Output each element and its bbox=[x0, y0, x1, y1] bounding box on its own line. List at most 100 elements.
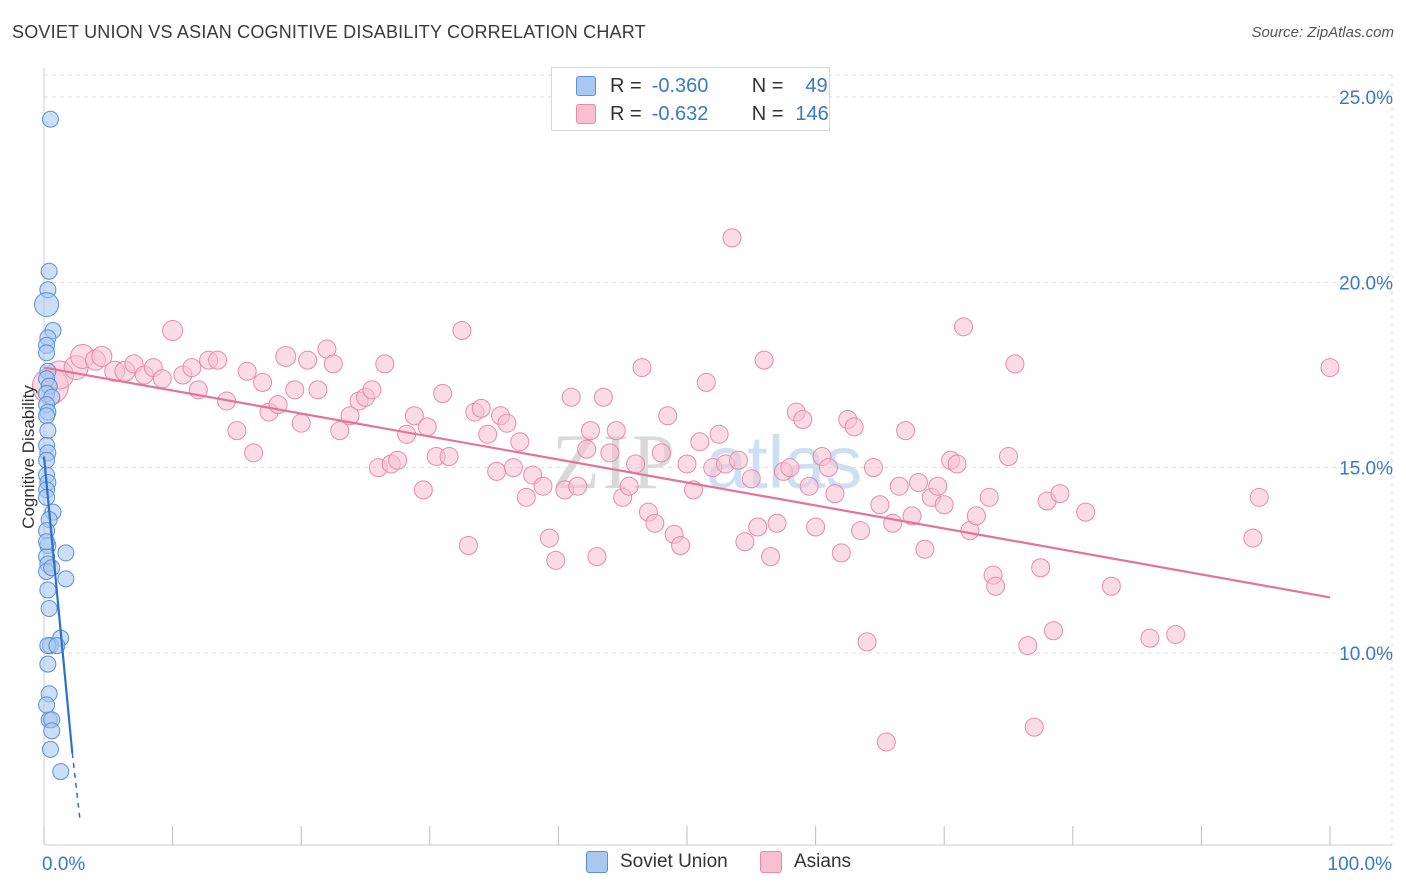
asians-point bbox=[568, 476, 588, 496]
asians-point bbox=[600, 443, 620, 463]
soviet-union-point bbox=[41, 740, 59, 758]
legend-swatch-asians bbox=[576, 104, 596, 124]
asians-point bbox=[722, 228, 742, 248]
chart-title: SOVIET UNION VS ASIAN COGNITIVE DISABILI… bbox=[12, 22, 646, 42]
asians-point bbox=[645, 513, 665, 533]
asians-point bbox=[413, 480, 433, 500]
soviet-union-point bbox=[52, 763, 70, 781]
asians-point bbox=[748, 517, 768, 537]
asians-point bbox=[182, 358, 202, 378]
correlation-legend: R = -0.360 N = 49 R = -0.632 N = 146 bbox=[551, 67, 830, 131]
y-tick-label: 10.0% bbox=[1339, 644, 1393, 665]
asians-point bbox=[91, 345, 113, 367]
legend-row-soviet: R = -0.360 N = 49 bbox=[576, 73, 828, 99]
asians-point bbox=[735, 532, 755, 552]
asians-point bbox=[487, 461, 507, 481]
asians-point bbox=[340, 406, 360, 426]
asians-point bbox=[503, 458, 523, 478]
soviet-union-point bbox=[38, 407, 56, 425]
asians-point bbox=[439, 447, 459, 467]
asians-point bbox=[227, 421, 247, 441]
soviet-union-point bbox=[39, 655, 57, 673]
asians-point bbox=[696, 372, 716, 392]
asians-point bbox=[291, 413, 311, 433]
asians-point bbox=[806, 517, 826, 537]
asians-point bbox=[458, 536, 478, 556]
asians-point bbox=[651, 443, 671, 463]
asians-point bbox=[587, 547, 607, 567]
soviet-union-point bbox=[40, 600, 58, 618]
asians-point bbox=[915, 539, 935, 559]
soviet-union-point bbox=[38, 344, 56, 362]
asians-point bbox=[761, 547, 781, 567]
legend-swatch-soviet bbox=[576, 76, 596, 96]
soviet-union-point bbox=[38, 451, 56, 469]
asians-point bbox=[253, 372, 273, 392]
asians-point bbox=[799, 476, 819, 496]
asians-point bbox=[793, 409, 813, 429]
asians-point bbox=[404, 406, 424, 426]
soviet-union-point bbox=[38, 533, 56, 551]
gridlines bbox=[44, 74, 1393, 845]
asians-point bbox=[889, 476, 909, 496]
asians-point bbox=[767, 513, 787, 533]
asians-point bbox=[452, 321, 472, 341]
asians-point bbox=[516, 487, 536, 507]
asians-point bbox=[851, 521, 871, 541]
asians-point bbox=[433, 384, 453, 404]
asians-point bbox=[999, 447, 1018, 467]
asians-point bbox=[546, 550, 566, 570]
asians-point bbox=[953, 317, 973, 337]
asians-point bbox=[539, 528, 559, 548]
asians-point bbox=[883, 513, 903, 533]
soviet-union-trend-extension bbox=[71, 752, 81, 820]
soviet-union-point bbox=[39, 422, 57, 440]
legend-r-label: R = bbox=[610, 102, 642, 125]
asians-point bbox=[581, 421, 601, 441]
asians-point bbox=[1044, 621, 1064, 641]
asians-point bbox=[690, 432, 710, 452]
asians-point bbox=[825, 484, 845, 504]
asians-series bbox=[31, 228, 1340, 752]
asians-point bbox=[754, 350, 774, 370]
soviet-union-series bbox=[34, 110, 75, 781]
y-tick-label: 15.0% bbox=[1339, 459, 1393, 480]
asians-point bbox=[671, 536, 691, 556]
soviet-union-point bbox=[43, 722, 61, 740]
asians-point bbox=[244, 443, 264, 463]
asians-point bbox=[308, 380, 328, 400]
asians-point bbox=[561, 387, 581, 407]
x-tick-label: 0.0% bbox=[42, 854, 85, 875]
asians-point bbox=[1076, 502, 1096, 522]
asians-point bbox=[285, 380, 305, 400]
asians-point bbox=[876, 732, 896, 752]
legend-r-asians: -0.632 bbox=[651, 102, 709, 125]
asians-point bbox=[237, 361, 257, 381]
bottom-legend-soviet: Soviet Union bbox=[586, 851, 728, 873]
asians-point bbox=[863, 458, 883, 478]
asians-point bbox=[478, 424, 498, 444]
legend-n-asians: 146 bbox=[795, 102, 829, 125]
asians-point bbox=[658, 406, 678, 426]
asians-point bbox=[818, 458, 838, 478]
asians-point bbox=[510, 432, 530, 452]
asians-point bbox=[709, 424, 729, 444]
asians-point bbox=[1024, 717, 1044, 737]
asians-point bbox=[966, 506, 986, 526]
asians-point bbox=[728, 450, 748, 470]
asians-point bbox=[298, 350, 318, 370]
asians-point bbox=[908, 472, 928, 492]
soviet-union-point bbox=[38, 696, 56, 714]
asians-point bbox=[323, 354, 343, 374]
soviet-union-point bbox=[43, 559, 61, 577]
legend-n-label: N = bbox=[751, 102, 784, 125]
asians-point bbox=[844, 417, 864, 437]
asians-point bbox=[831, 543, 851, 563]
y-tick-label: 25.0% bbox=[1339, 88, 1393, 109]
asians-point bbox=[362, 380, 382, 400]
y-tick-label: 20.0% bbox=[1339, 273, 1393, 294]
soviet-union-point bbox=[57, 544, 75, 562]
asians-point bbox=[928, 476, 948, 496]
asians-point bbox=[1140, 628, 1160, 648]
